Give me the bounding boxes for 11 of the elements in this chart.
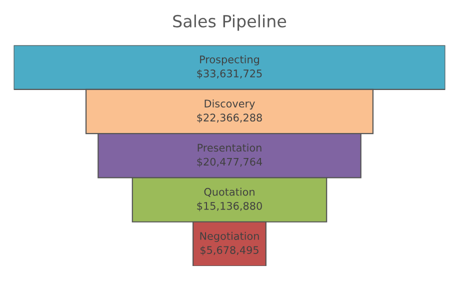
data-label: $15,136,880: [197, 202, 262, 212]
text: Sales Pipeline: [173, 14, 286, 31]
category-label: Negotiation: [200, 232, 259, 242]
data-label: $20,477,764: [197, 158, 262, 168]
category-label: Quotation: [204, 188, 254, 197]
data-label: $22,366,288: [197, 113, 262, 123]
category-label: Discovery: [204, 99, 255, 110]
data-label: $33,631,725: [197, 69, 262, 79]
data-label: $5,678,495: [200, 246, 258, 256]
category-label: Prospecting: [200, 55, 259, 66]
category-label: Presentation: [198, 144, 262, 152]
